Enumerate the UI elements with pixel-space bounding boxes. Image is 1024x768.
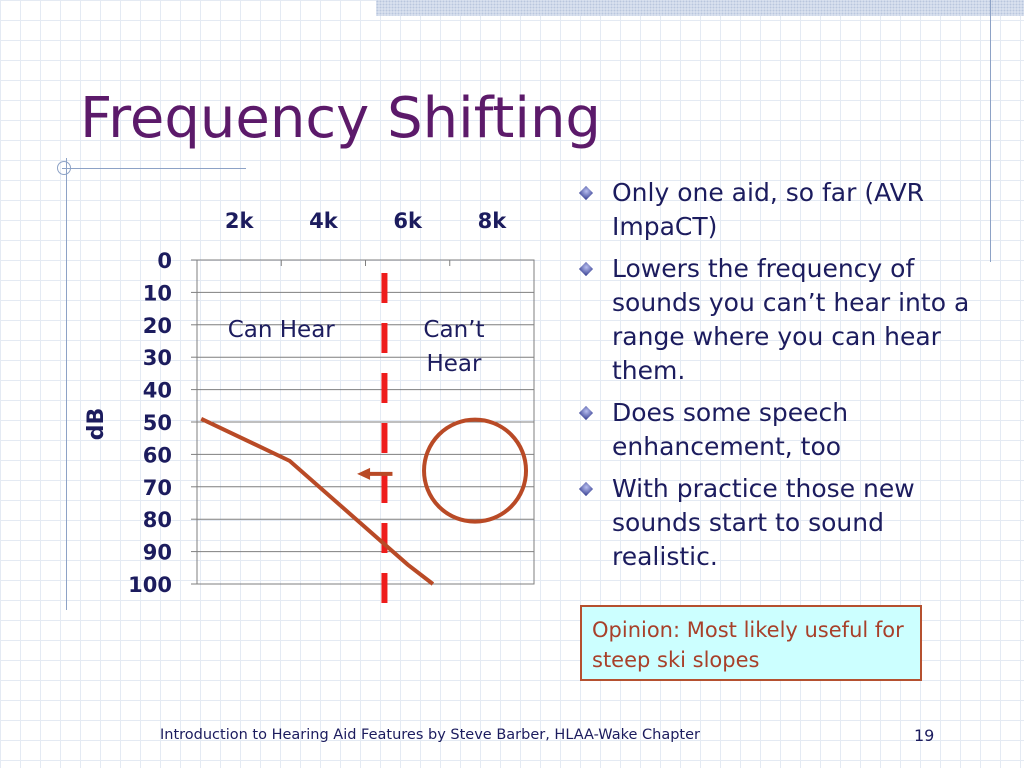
bullet-item: With practice those new sounds start to …	[577, 472, 997, 574]
cant-hear-label: Can’t Hear	[423, 317, 484, 377]
top-decor-band	[376, 0, 1024, 16]
decor-circle	[57, 161, 71, 175]
diamond-bullet-icon	[578, 261, 594, 277]
opinion-text: Opinion: Most likely useful for steep sk…	[592, 618, 904, 672]
diamond-bullet-icon	[578, 405, 594, 421]
x-tick-label: 4k	[309, 209, 339, 233]
bullet-item: Only one aid, so far (AVR ImpaCT)	[577, 176, 997, 244]
slide-footer: Introduction to Hearing Aid Features by …	[160, 727, 700, 743]
opinion-box: Opinion: Most likely useful for steep sk…	[580, 605, 922, 681]
right-decor-line	[990, 0, 991, 262]
bullet-list: Only one aid, so far (AVR ImpaCT) Lowers…	[577, 176, 997, 582]
y-axis-label: dB	[84, 408, 109, 441]
y-tick-label: 80	[143, 508, 172, 532]
diamond-bullet-icon	[578, 185, 594, 201]
y-tick-label: 100	[128, 573, 172, 597]
y-tick-label: 40	[143, 379, 172, 403]
title-underline	[62, 168, 246, 169]
y-tick-label: 10	[143, 281, 172, 305]
shift-arrow-head	[357, 467, 371, 480]
diamond-bullet-icon	[578, 481, 594, 497]
inaudible-region-circle	[422, 417, 529, 524]
cant-hear-line: Can’t	[423, 317, 484, 343]
x-tick-label: 6k	[393, 209, 423, 233]
page-number: 19	[914, 726, 935, 745]
left-decor-line	[66, 158, 67, 610]
y-tick-label: 70	[143, 476, 172, 500]
cant-hear-line: Hear	[426, 351, 482, 377]
bullet-text: Lowers the frequency of sounds you can’t…	[612, 254, 970, 385]
y-tick-label: 60	[143, 443, 172, 467]
hearing-chart: Can Hear Can’t Hear dB 2k 4k 6k 8k 0 10 20 30 40…	[84, 209, 535, 606]
y-tick-label: 30	[143, 346, 172, 370]
bullet-text: With practice those new sounds start to …	[612, 474, 915, 571]
x-tick-label: 8k	[478, 209, 508, 233]
bullet-item: Lowers the frequency of sounds you can’t…	[577, 252, 997, 388]
bullet-text: Only one aid, so far (AVR ImpaCT)	[612, 178, 925, 241]
y-tick-label: 0	[157, 249, 172, 273]
x-tick-label: 2k	[225, 209, 255, 233]
y-tick-label: 20	[143, 314, 172, 338]
bullet-item: Does some speech enhancement, too	[577, 396, 997, 464]
y-tick-label: 90	[143, 541, 172, 565]
slide-title: Frequency Shifting	[80, 86, 601, 151]
hearing-loss-line	[200, 416, 435, 586]
can-hear-label: Can Hear	[228, 317, 336, 343]
y-tick-label: 50	[143, 411, 172, 435]
bullet-text: Does some speech enhancement, too	[612, 398, 849, 461]
